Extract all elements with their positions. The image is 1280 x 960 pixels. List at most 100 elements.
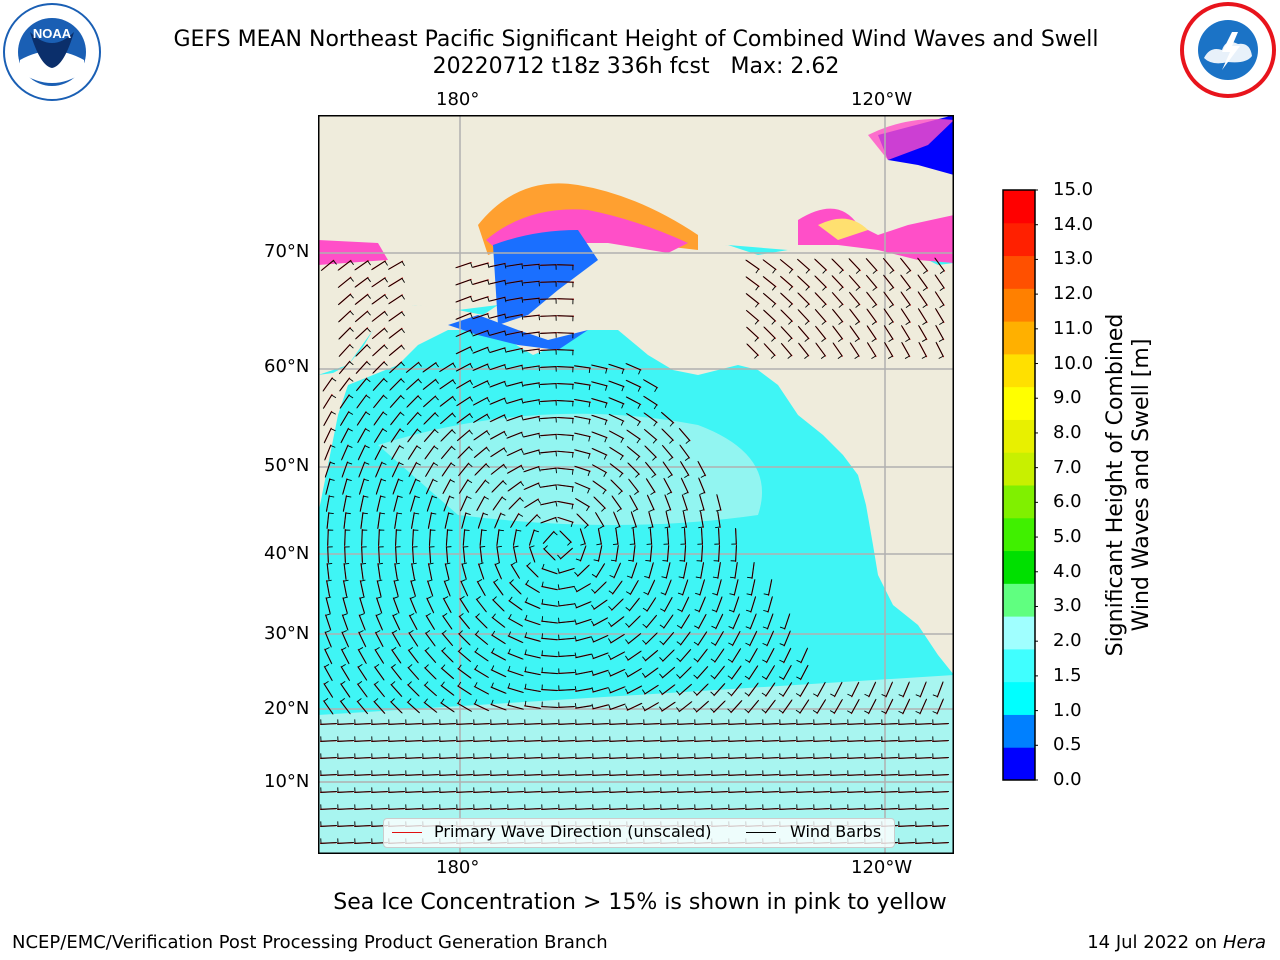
wind-barb — [625, 579, 639, 595]
wind-barb — [524, 498, 541, 509]
wind-barb — [847, 770, 865, 776]
wind-barb — [524, 700, 541, 709]
wind-barb — [496, 529, 504, 546]
wind-barb — [831, 258, 844, 274]
wind-barb — [456, 736, 474, 742]
wind-barb — [883, 291, 894, 308]
wind-barb — [591, 599, 608, 610]
wind-barb — [642, 379, 658, 393]
wind-barb — [796, 736, 814, 742]
wind-barb — [442, 613, 453, 630]
wind-barb — [320, 753, 338, 759]
wind-barb — [575, 719, 593, 725]
wind-barb — [390, 681, 403, 698]
colorbar-label: 4.0 — [1053, 560, 1082, 582]
wind-barb — [524, 787, 542, 793]
wind-barb — [915, 681, 927, 698]
wind-barb — [389, 395, 405, 409]
wind-barb — [491, 480, 507, 493]
wind-barb — [576, 513, 589, 529]
colorbar-bin — [1003, 190, 1035, 224]
wind-barb — [340, 444, 353, 461]
wind-barb — [745, 753, 763, 759]
wind-barb — [731, 527, 737, 545]
wind-barb — [323, 681, 334, 698]
wind-barb — [423, 698, 438, 713]
wind-barb — [762, 736, 780, 742]
wind-barb — [762, 804, 780, 810]
wind-barb — [574, 703, 592, 709]
wind-barb — [626, 445, 641, 461]
wind-barb — [593, 545, 603, 562]
wind-barb — [377, 512, 385, 529]
wind-barb — [779, 804, 797, 810]
wind-barb — [491, 665, 507, 678]
wind-barb — [608, 580, 623, 595]
wind-barb — [847, 736, 865, 742]
wind-barb — [696, 544, 704, 562]
lon-label-bottom-120w: 120°W — [851, 857, 913, 878]
wind-barb — [457, 664, 472, 679]
wind-barb — [337, 787, 355, 793]
wind-barb — [643, 428, 657, 444]
wind-barb — [339, 394, 354, 409]
wind-barb — [710, 700, 726, 713]
wind-barb — [610, 479, 623, 495]
wind-barb — [455, 363, 473, 372]
wind-barb — [932, 698, 944, 715]
wind-barb — [320, 787, 338, 793]
colorbar-bin — [1003, 222, 1035, 257]
lat-label-10n: 10°N — [264, 771, 310, 792]
wind-barb — [354, 277, 371, 288]
colorbar-title-line1: Significant Height of Combined — [1103, 313, 1128, 657]
wind-barb — [524, 683, 541, 693]
wind-barb — [934, 274, 945, 291]
wind-barb — [680, 527, 686, 545]
wind-barb — [714, 527, 720, 545]
wind-barb — [524, 632, 541, 642]
wind-barb — [574, 415, 591, 425]
wind-barb — [830, 753, 848, 759]
wind-barb — [324, 647, 333, 665]
wind-barb — [693, 631, 708, 646]
wind-barb — [473, 770, 491, 776]
wind-barb — [441, 462, 456, 477]
wind-barb — [592, 736, 610, 742]
wind-barb — [642, 614, 658, 629]
wind-barb — [608, 413, 624, 426]
wind-barb — [361, 529, 368, 547]
wind-barb — [473, 804, 491, 810]
wind-barb — [677, 579, 689, 596]
wind-barb — [391, 445, 405, 461]
colorbar-bin — [1003, 517, 1035, 552]
wind-barb — [524, 804, 542, 810]
wind-barb — [354, 294, 371, 305]
wind-barb — [558, 668, 576, 674]
wind-barb — [761, 699, 776, 714]
wind-barb — [608, 363, 625, 375]
wind-barb — [591, 703, 609, 710]
wind-barb — [830, 736, 848, 742]
wind-barb — [357, 664, 368, 681]
wind-barb — [797, 292, 810, 308]
wind-barb — [762, 630, 775, 646]
wind-barb — [459, 596, 470, 613]
wind-barb — [915, 753, 933, 759]
wind-barb — [556, 383, 574, 390]
wind-barb — [713, 544, 720, 562]
wind-barb — [710, 648, 725, 663]
wind-barb — [935, 341, 944, 359]
wind-barb — [677, 804, 695, 810]
wind-barb — [323, 664, 333, 682]
wind-barb — [478, 562, 485, 580]
wind-barb — [456, 804, 474, 810]
landmass — [318, 115, 954, 675]
wind-barb — [848, 274, 861, 291]
wind-barb — [506, 448, 524, 457]
wind-barb — [574, 449, 591, 459]
wind-barb — [541, 581, 558, 591]
wind-barb — [643, 719, 661, 725]
wind-barb — [472, 279, 490, 285]
wind-barb — [695, 562, 705, 579]
wind-barb — [540, 484, 558, 490]
